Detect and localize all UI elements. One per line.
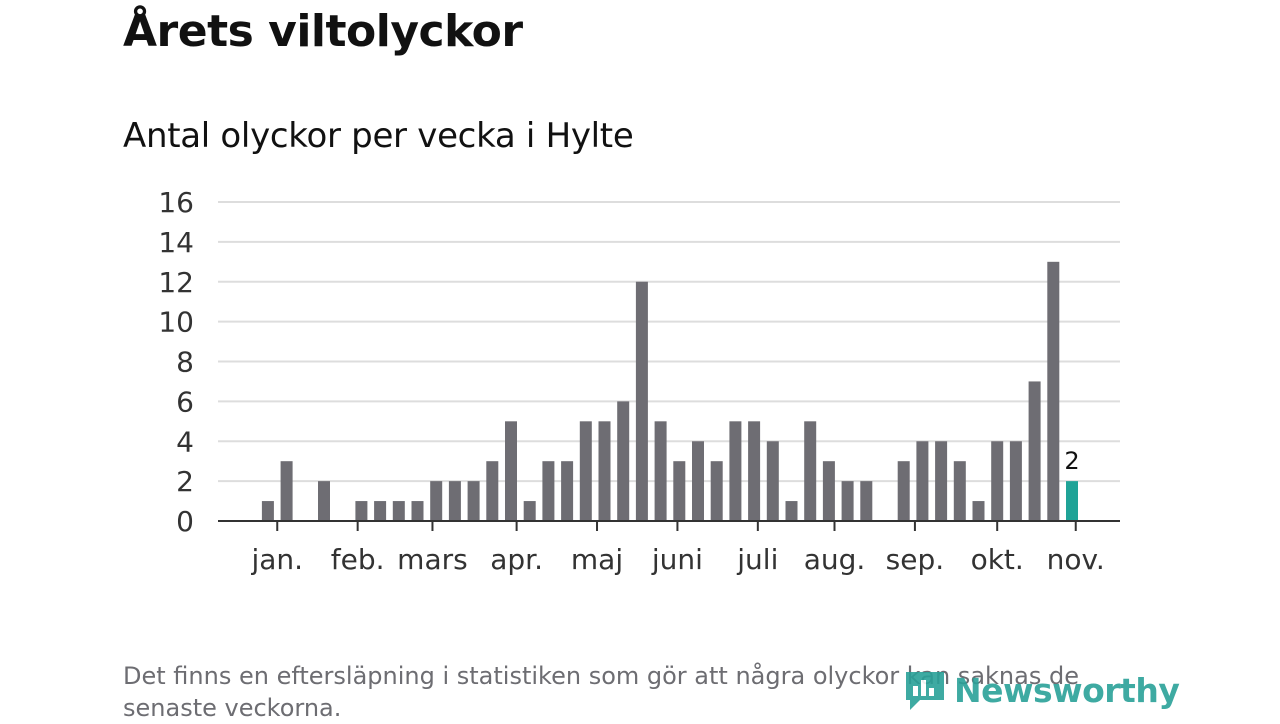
bar <box>392 501 405 521</box>
x-tick-label: juli <box>736 543 778 576</box>
bar <box>673 461 686 521</box>
bar-highlight <box>1066 481 1078 521</box>
x-tick-label: aug. <box>804 543 866 576</box>
bar <box>766 441 779 521</box>
bar <box>505 421 517 521</box>
chart-title: Årets viltolyckor <box>123 6 523 57</box>
bar <box>411 501 424 521</box>
bar <box>598 421 611 521</box>
bar <box>318 481 330 521</box>
x-tick-label: sep. <box>886 543 945 576</box>
bar <box>542 461 555 521</box>
gridlines <box>218 201 1120 483</box>
bar <box>804 421 817 521</box>
bar <box>748 421 761 521</box>
bar <box>1009 441 1022 521</box>
highlight-value-label: 2 <box>1064 447 1079 475</box>
x-axis: jan. feb. mars apr. maj juni juli aug. sep. okt. n… <box>218 520 1120 576</box>
bar <box>617 401 630 521</box>
x-tick-label: juni <box>651 543 703 576</box>
bar <box>261 501 274 521</box>
y-tick-label: 12 <box>158 266 194 299</box>
newsworthy-logo-icon <box>906 672 944 710</box>
data-labels: 2 <box>1064 447 1079 475</box>
x-tick-label: mars <box>397 543 468 576</box>
bar <box>785 501 798 521</box>
y-tick-label: 2 <box>176 465 194 498</box>
chart-subtitle: Antal olyckor per vecka i Hylte <box>123 116 634 156</box>
bar <box>841 481 854 521</box>
bar <box>635 281 648 521</box>
bar <box>822 461 835 521</box>
y-tick-label: 0 <box>176 505 194 538</box>
x-tick-label: feb. <box>331 543 385 576</box>
bar <box>374 501 387 521</box>
bar <box>355 501 368 521</box>
bar <box>953 461 966 521</box>
bar <box>1028 381 1041 521</box>
newsworthy-logo: Newsworthy <box>902 668 1180 712</box>
bar <box>523 501 536 521</box>
bar <box>935 441 948 521</box>
bar <box>916 441 929 521</box>
bar <box>710 461 723 521</box>
y-tick-label: 10 <box>158 306 194 339</box>
bar <box>729 421 742 521</box>
bar <box>897 461 910 521</box>
bar <box>561 461 574 521</box>
bar-chart: 0 2 4 6 8 10 12 14 16 jan. feb. mars apr. maj juni jul… <box>158 186 1120 576</box>
bars <box>261 261 1078 521</box>
bar <box>1047 261 1060 521</box>
y-tick-label: 14 <box>158 226 194 259</box>
y-tick-label: 6 <box>176 385 194 418</box>
y-tick-label: 16 <box>158 186 194 219</box>
bar <box>692 441 704 521</box>
x-tick-label: jan. <box>250 543 303 576</box>
y-axis-ticks: 0 2 4 6 8 10 12 14 16 <box>158 186 194 538</box>
newsworthy-logo-text: Newsworthy <box>954 670 1180 710</box>
x-tick-label: nov. <box>1047 543 1105 576</box>
y-tick-label: 4 <box>176 425 194 458</box>
x-tick-label: okt. <box>971 543 1024 576</box>
bar <box>991 441 1004 521</box>
y-tick-label: 8 <box>176 346 194 379</box>
x-tick-label: apr. <box>490 543 543 576</box>
bar <box>579 421 592 521</box>
bar <box>860 481 873 521</box>
bar <box>972 501 985 521</box>
bar <box>486 461 499 521</box>
bar <box>448 481 461 521</box>
bar <box>654 421 667 521</box>
x-tick-label: maj <box>571 543 623 576</box>
bar <box>280 461 293 521</box>
bar <box>467 481 480 521</box>
bar <box>430 481 443 521</box>
